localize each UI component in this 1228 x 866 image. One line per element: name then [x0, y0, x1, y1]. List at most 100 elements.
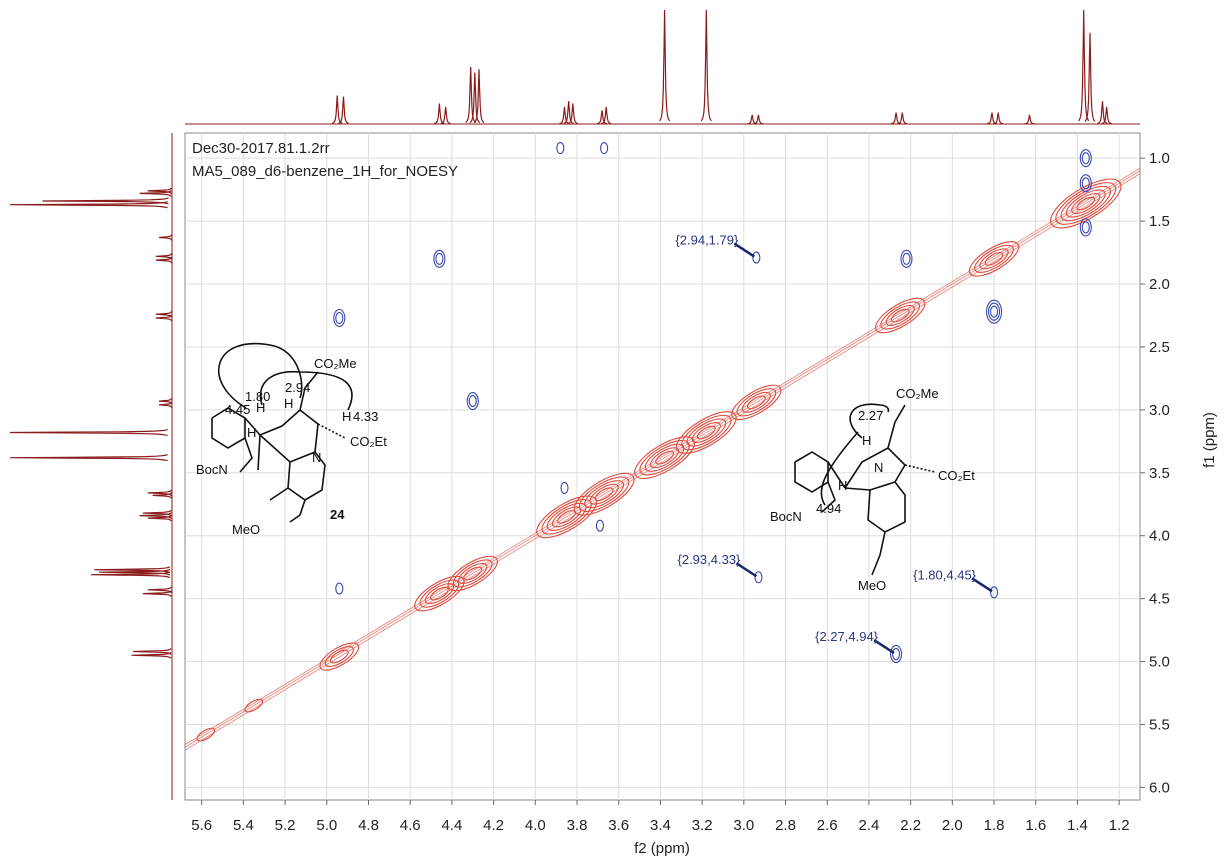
label: H — [256, 400, 265, 415]
label: 1.80 — [245, 389, 270, 404]
label: H — [342, 409, 351, 424]
diagonal-peak — [634, 436, 696, 480]
x-tick-label: 2.0 — [942, 817, 963, 834]
label: CO₂Me — [896, 386, 939, 401]
label: MeO — [232, 522, 260, 537]
label: N — [874, 460, 883, 475]
left-projection-peak — [152, 492, 173, 499]
diagonal-peak — [686, 418, 727, 447]
label: H — [247, 425, 256, 440]
left-projection-peak — [147, 187, 172, 195]
annotation-label: {2.94,1.79} — [675, 233, 739, 248]
bond — [257, 434, 261, 471]
cross-peak — [1081, 177, 1090, 190]
top-projection-peak — [1101, 106, 1112, 125]
diagonal-peak — [979, 248, 1009, 270]
cross-peak — [1079, 149, 1092, 168]
cross-peak — [600, 142, 609, 155]
left-projection-peak — [158, 234, 173, 241]
cross-peak — [985, 299, 1003, 324]
diagonal-peak — [974, 244, 1014, 273]
diagonal-peak — [430, 586, 449, 601]
diagonal-peak — [573, 472, 635, 516]
diagonal-peak — [324, 646, 354, 668]
y-tick-label: 1.0 — [1149, 150, 1170, 167]
peaks — [185, 142, 1140, 751]
y-tick-label: 4.0 — [1149, 528, 1170, 545]
label: 4.94 — [816, 501, 841, 516]
diagonal-peak — [1076, 196, 1096, 211]
bond — [289, 499, 306, 523]
cross-peak — [560, 481, 569, 494]
label: 4.45 — [225, 402, 250, 417]
y-tick-label: 2.5 — [1149, 339, 1170, 356]
diagonal-peak — [1055, 182, 1117, 225]
top-projection-peak — [465, 66, 477, 123]
cross-peak — [752, 251, 761, 264]
bond — [304, 371, 319, 389]
diagonal-peak — [731, 384, 782, 421]
diagonal-peak — [196, 727, 216, 742]
ring — [867, 481, 906, 533]
top-projection-peak — [1097, 101, 1108, 124]
annotation-arrow — [733, 242, 756, 258]
noe-arc — [820, 431, 859, 506]
x-tick-label: 5.0 — [316, 817, 337, 834]
bond — [887, 421, 896, 449]
left-projection-peak — [9, 454, 168, 462]
y-axis-label: f1 (ppm) — [1201, 412, 1218, 468]
diagonal-peak — [1065, 189, 1106, 218]
diagonal-ridge — [185, 170, 1140, 748]
left-projection-peak — [147, 489, 172, 497]
diagonal-peak — [644, 443, 685, 472]
top-projection-peak — [897, 112, 908, 125]
cross-peak — [335, 311, 344, 325]
bond — [299, 387, 306, 411]
diagonal-peak — [741, 391, 771, 413]
diagonal-peak — [675, 411, 737, 454]
noe-arc — [849, 403, 890, 439]
y-tick-label: 1.5 — [1149, 213, 1170, 230]
diagonal-peak — [589, 483, 619, 505]
top-projection-peak — [986, 112, 998, 125]
label: 24 — [330, 507, 345, 522]
label: CO₂Et — [938, 468, 975, 483]
annotation-label: {2.27,4.94} — [815, 629, 879, 644]
x-tick-label: 2.8 — [775, 817, 796, 834]
y-tick-label: 5.5 — [1149, 716, 1170, 733]
top-projection-peak — [700, 9, 712, 122]
diagonal-peak — [452, 559, 493, 588]
diagonal-peak — [746, 395, 766, 410]
cross-peak — [1081, 221, 1090, 234]
top-projection-peak — [567, 103, 578, 124]
top-projection-peak — [440, 106, 451, 125]
label: MeO — [858, 578, 886, 593]
projections — [9, 9, 1140, 800]
diagonal-peak — [329, 649, 349, 664]
noe-arc — [218, 342, 303, 409]
diagonal-peak — [696, 425, 716, 440]
annotation-label: {1.80,4.45} — [913, 567, 977, 582]
noe-arc — [259, 370, 353, 411]
label: 4.33 — [353, 409, 378, 424]
cross-peak — [1079, 174, 1092, 193]
title-line: Dec30-2017.81.1.2rr — [192, 140, 330, 157]
cross-peak — [435, 252, 444, 265]
x-tick-label: 4.8 — [358, 817, 379, 834]
x-tick-label: 3.4 — [650, 817, 671, 834]
diagonal-peak — [1060, 185, 1111, 222]
y-tick-label: 5.0 — [1149, 654, 1170, 671]
left-projection-peak — [94, 566, 171, 574]
left-projection-peak — [139, 512, 172, 519]
annotation-arrow — [735, 562, 758, 578]
top-projection-peak — [890, 112, 902, 125]
diagonal-peak — [244, 698, 264, 713]
structure-24: CO₂Me 1.80 2.94 4.45 H H H 4.33 H CO₂Et … — [196, 342, 387, 537]
cross-peak — [466, 392, 479, 411]
cross-peak — [556, 142, 565, 155]
top-projection-peak — [434, 103, 445, 124]
left-projection-peak — [155, 253, 173, 260]
left-projection-peak — [155, 310, 173, 318]
cross-peak — [889, 644, 903, 664]
cross-peak — [333, 308, 346, 328]
